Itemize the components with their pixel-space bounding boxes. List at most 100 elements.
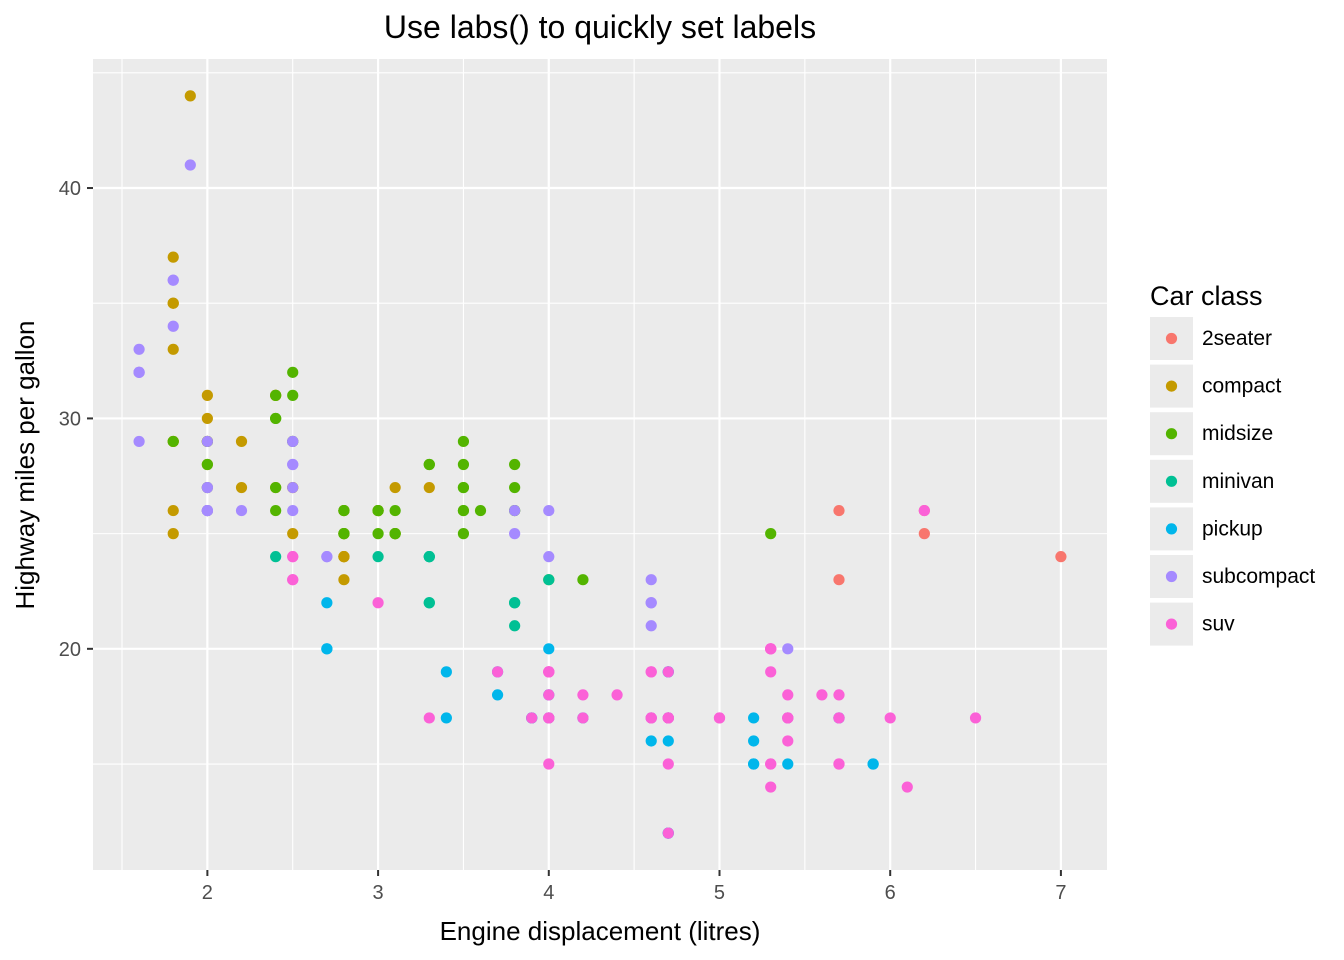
data-point-suv <box>662 758 674 770</box>
data-point-suv <box>833 689 845 701</box>
legend-swatch <box>1165 332 1178 345</box>
data-point-midsize <box>372 528 384 540</box>
data-point-suv <box>662 712 674 724</box>
legend-label: suv <box>1202 613 1235 636</box>
data-point-subcompact <box>287 504 299 517</box>
data-point-2seater <box>833 574 845 586</box>
data-point-suv <box>543 712 555 724</box>
data-point-subcompact <box>543 504 555 517</box>
legend-item-2seater: 2seater <box>1150 317 1272 360</box>
data-point-suv <box>287 551 299 563</box>
data-point-suv <box>526 712 538 724</box>
x-tick-label: 6 <box>885 882 896 904</box>
data-point-pickup <box>782 758 794 770</box>
data-point-2seater <box>918 528 930 540</box>
data-point-suv <box>833 712 845 724</box>
data-point-minivan <box>543 574 555 586</box>
data-point-pickup <box>440 712 452 724</box>
data-point-suv <box>901 781 913 793</box>
data-point-suv <box>833 758 845 770</box>
data-point-subcompact <box>201 481 213 494</box>
data-point-suv <box>969 712 982 724</box>
data-point-subcompact <box>321 551 333 563</box>
data-point-compact <box>167 504 179 517</box>
legend-item-suv: suv <box>1150 602 1235 646</box>
x-tick-label: 2 <box>202 882 213 904</box>
data-point-compact <box>184 90 196 102</box>
data-point-minivan <box>372 551 384 563</box>
legend-item-midsize: midsize <box>1150 412 1273 456</box>
data-point-suv <box>577 689 589 701</box>
data-point-minivan <box>270 551 282 563</box>
data-point-pickup <box>440 666 452 678</box>
data-point-compact <box>201 412 213 425</box>
legend-title: Car class <box>1150 281 1263 311</box>
data-point-midsize <box>287 366 299 378</box>
data-point-pickup <box>662 735 674 747</box>
data-point-midsize <box>338 528 350 540</box>
legend-label: compact <box>1202 375 1282 398</box>
data-point-pickup <box>321 643 333 655</box>
data-point-midsize <box>389 504 401 517</box>
data-point-suv <box>713 712 726 724</box>
data-point-subcompact <box>133 366 145 378</box>
data-point-compact <box>201 389 213 401</box>
x-tick-label: 5 <box>714 882 725 904</box>
legend-item-pickup: pickup <box>1150 507 1263 551</box>
data-point-midsize <box>270 389 282 401</box>
data-point-2seater <box>1055 551 1067 563</box>
data-point-midsize <box>167 435 179 448</box>
y-tick-label: 30 <box>59 408 81 430</box>
data-point-suv <box>577 712 589 724</box>
data-point-midsize <box>270 504 282 517</box>
data-point-subcompact <box>645 597 657 609</box>
data-point-suv <box>287 574 299 586</box>
data-point-pickup <box>748 712 760 724</box>
data-point-pickup <box>748 735 760 747</box>
data-point-midsize <box>287 389 299 401</box>
data-point-subcompact <box>287 481 299 494</box>
data-point-minivan <box>423 551 435 563</box>
data-point-midsize <box>765 528 777 540</box>
data-point-pickup <box>491 689 504 701</box>
minor-gridlines <box>93 59 1107 870</box>
legend-item-subcompact: subcompact <box>1150 555 1315 598</box>
data-point-compact <box>167 528 179 540</box>
data-point-midsize <box>423 458 435 471</box>
data-point-subcompact <box>645 574 657 586</box>
data-point-minivan <box>423 597 435 609</box>
data-point-suv <box>645 712 657 724</box>
legend: Car class 2seater compact midsize minivan pi… <box>1150 281 1315 646</box>
data-point-suv <box>372 597 384 609</box>
data-point-pickup <box>645 735 657 747</box>
y-tick-label: 20 <box>59 639 81 661</box>
legend-swatch <box>1165 475 1178 487</box>
data-point-compact <box>338 551 350 563</box>
data-point-midsize <box>389 528 401 540</box>
data-point-compact <box>167 343 179 355</box>
legend-swatch <box>1165 618 1178 630</box>
legend-swatch <box>1165 523 1178 535</box>
data-point-midsize <box>338 504 350 517</box>
chart-title: Use labs() to quickly set labels <box>384 9 816 45</box>
legend-swatch <box>1165 570 1178 583</box>
data-point-pickup <box>867 758 879 770</box>
data-point-suv <box>543 758 555 770</box>
major-gridlines <box>93 59 1107 870</box>
data-point-subcompact <box>782 643 794 655</box>
data-point-subcompact <box>287 435 299 448</box>
legend-label: 2seater <box>1202 327 1272 350</box>
data-point-2seater <box>833 504 845 517</box>
data-point-midsize <box>577 574 589 586</box>
data-point-midsize <box>457 435 470 448</box>
data-point-midsize <box>509 458 521 471</box>
data-points <box>133 90 1067 839</box>
y-axis-title: Highway miles per gallon <box>10 320 40 609</box>
data-point-compact <box>338 574 350 586</box>
data-point-compact <box>235 481 248 494</box>
legend-swatch <box>1165 380 1178 392</box>
data-point-midsize <box>474 504 487 517</box>
data-point-suv <box>765 758 777 770</box>
y-axis: 20 30 40 <box>59 178 93 661</box>
